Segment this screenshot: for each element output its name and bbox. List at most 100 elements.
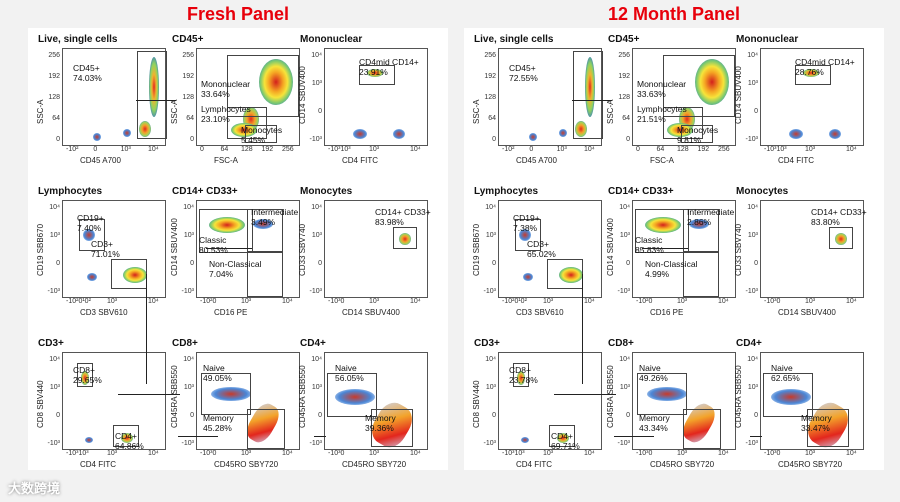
x-tick-label: -10³10³ bbox=[764, 146, 787, 153]
cell-population bbox=[121, 433, 133, 443]
y-tick-label: -10³ bbox=[47, 440, 60, 447]
flow-plot: CD14+ CD33+ 83.98% bbox=[324, 200, 431, 298]
x-tick-label: 10³ bbox=[369, 146, 380, 153]
flow-plot: CD19+ 7.38% CD3+ 65.02% bbox=[498, 200, 602, 298]
x-tick-label: 0 bbox=[200, 146, 204, 153]
y-axis-label: CD14 SBUV400 bbox=[298, 66, 307, 124]
gate-label: Intermediate 2.86% bbox=[687, 207, 735, 227]
x-tick-label: -10³0 bbox=[200, 450, 217, 457]
gate-label: CD4+ 69.71% bbox=[551, 431, 580, 451]
y-tick-label: 10⁴ bbox=[311, 52, 322, 59]
x-tick-label: 10⁴ bbox=[584, 146, 595, 153]
gate bbox=[245, 125, 277, 143]
x-tick-label: 10³ bbox=[556, 146, 567, 153]
y-tick-label: 0 bbox=[754, 108, 758, 115]
gate-label: Mononuclear 33.64% bbox=[201, 79, 251, 99]
x-tick-label: 10³ bbox=[805, 450, 816, 457]
gate bbox=[515, 219, 541, 251]
y-tick-label: -10³ bbox=[309, 440, 322, 447]
gate-label: CD3+ 65.02% bbox=[527, 239, 556, 259]
gate bbox=[247, 409, 285, 449]
cell-population bbox=[253, 219, 273, 229]
plot-title: CD45+ bbox=[172, 34, 204, 45]
cell-population bbox=[517, 371, 525, 385]
x-tick-label: -10³0 bbox=[328, 298, 345, 305]
cell-population bbox=[123, 267, 147, 283]
x-tick-label: 10³ bbox=[805, 146, 816, 153]
y-axis-label: CD33 SBV740 bbox=[298, 223, 307, 276]
x-tick-label: 64 bbox=[220, 146, 229, 153]
y-axis-label: SSC-A bbox=[170, 99, 179, 124]
gating-arrow bbox=[314, 436, 326, 437]
x-tick-label: -10³0 bbox=[328, 450, 345, 457]
gate-label: Memory 33.47% bbox=[801, 413, 832, 433]
y-tick-label: 256 bbox=[484, 52, 496, 59]
cell-population bbox=[557, 433, 569, 443]
y-tick-label: -10³ bbox=[617, 288, 630, 295]
y-tick-label: 0 bbox=[318, 108, 322, 115]
x-tick-label: 10⁴ bbox=[846, 298, 857, 305]
y-tick-label: 192 bbox=[182, 73, 194, 80]
y-tick-label: -10³ bbox=[745, 288, 758, 295]
x-tick-label: -10³10³ bbox=[66, 450, 89, 457]
x-tick-label: 0 bbox=[93, 146, 98, 153]
y-tick-label: 10³ bbox=[311, 80, 322, 87]
cell-population bbox=[667, 123, 693, 137]
cell-population bbox=[393, 129, 405, 139]
x-axis-label: CD45 A700 bbox=[516, 156, 557, 165]
cell-population bbox=[529, 133, 537, 141]
gate bbox=[201, 373, 251, 415]
gate-label: CD4mid CD14+ 23.91% bbox=[359, 57, 419, 77]
y-axis-label: SSC-A bbox=[36, 99, 45, 124]
gate bbox=[247, 209, 283, 253]
y-axis-label: CD45RA SBB550 bbox=[734, 365, 743, 428]
y-tick-label: 0 bbox=[754, 260, 758, 267]
gate bbox=[549, 425, 575, 447]
x-tick-label: -10²0¹0² bbox=[502, 298, 527, 305]
cell-population bbox=[335, 389, 375, 405]
plot-title: CD4+ bbox=[736, 338, 762, 349]
gate-label: Naive 56.05% bbox=[335, 363, 364, 383]
y-axis-label: CD45RA SBB550 bbox=[606, 365, 615, 428]
gate bbox=[683, 251, 719, 297]
x-tick-label: 10³ bbox=[241, 450, 252, 457]
gating-arrow bbox=[750, 436, 762, 437]
y-tick-label: -10³ bbox=[617, 440, 630, 447]
plot-title: CD8+ bbox=[608, 338, 634, 349]
x-tick-label: -10² bbox=[502, 146, 515, 153]
x-tick-label: 256 bbox=[282, 146, 294, 153]
flow-plot: CD45+ 72.55% bbox=[498, 48, 603, 146]
cell-population bbox=[85, 437, 93, 443]
x-tick-label: 0 bbox=[636, 146, 640, 153]
y-tick-label: 10³ bbox=[311, 232, 322, 239]
gate-label: Memory 39.36% bbox=[365, 413, 396, 433]
y-tick-label: 128 bbox=[618, 94, 630, 101]
gate-label: CD45+ 74.03% bbox=[73, 63, 102, 83]
y-tick-label: 192 bbox=[618, 73, 630, 80]
y-tick-label: 10³ bbox=[183, 232, 194, 239]
gate-label: CD14+ CD33+ 83.98% bbox=[375, 207, 431, 227]
cell-population bbox=[123, 129, 131, 137]
x-tick-label: 10⁴ bbox=[282, 298, 293, 305]
plot-title: Live, single cells bbox=[474, 34, 554, 45]
y-axis-label: CD19 SBB670 bbox=[472, 223, 481, 276]
gate-label: CD8+ 23.78% bbox=[509, 365, 538, 385]
gate-label: Memory 45.28% bbox=[203, 413, 234, 433]
y-tick-label: 0 bbox=[754, 412, 758, 419]
plot-title: Monocytes bbox=[300, 186, 353, 197]
y-tick-label: 256 bbox=[48, 52, 60, 59]
x-tick-label: 10⁴ bbox=[410, 298, 421, 305]
cell-population bbox=[259, 59, 293, 105]
y-tick-label: 0 bbox=[492, 412, 496, 419]
cell-population bbox=[209, 217, 245, 233]
x-axis-label: CD4 FITC bbox=[516, 460, 552, 469]
x-tick-label: 192 bbox=[261, 146, 274, 153]
cell-population bbox=[645, 217, 681, 233]
x-tick-label: 0 bbox=[529, 146, 534, 153]
cell-population bbox=[559, 129, 567, 137]
y-tick-label: 0 bbox=[56, 260, 60, 267]
gate-label: CD4mid CD14+ 28.76% bbox=[795, 57, 855, 77]
x-tick-label: 192 bbox=[697, 146, 710, 153]
flow-plot: Naive 62.65% Memory 33.47% bbox=[760, 352, 864, 453]
x-axis-label: CD45RO SBY720 bbox=[650, 460, 715, 469]
